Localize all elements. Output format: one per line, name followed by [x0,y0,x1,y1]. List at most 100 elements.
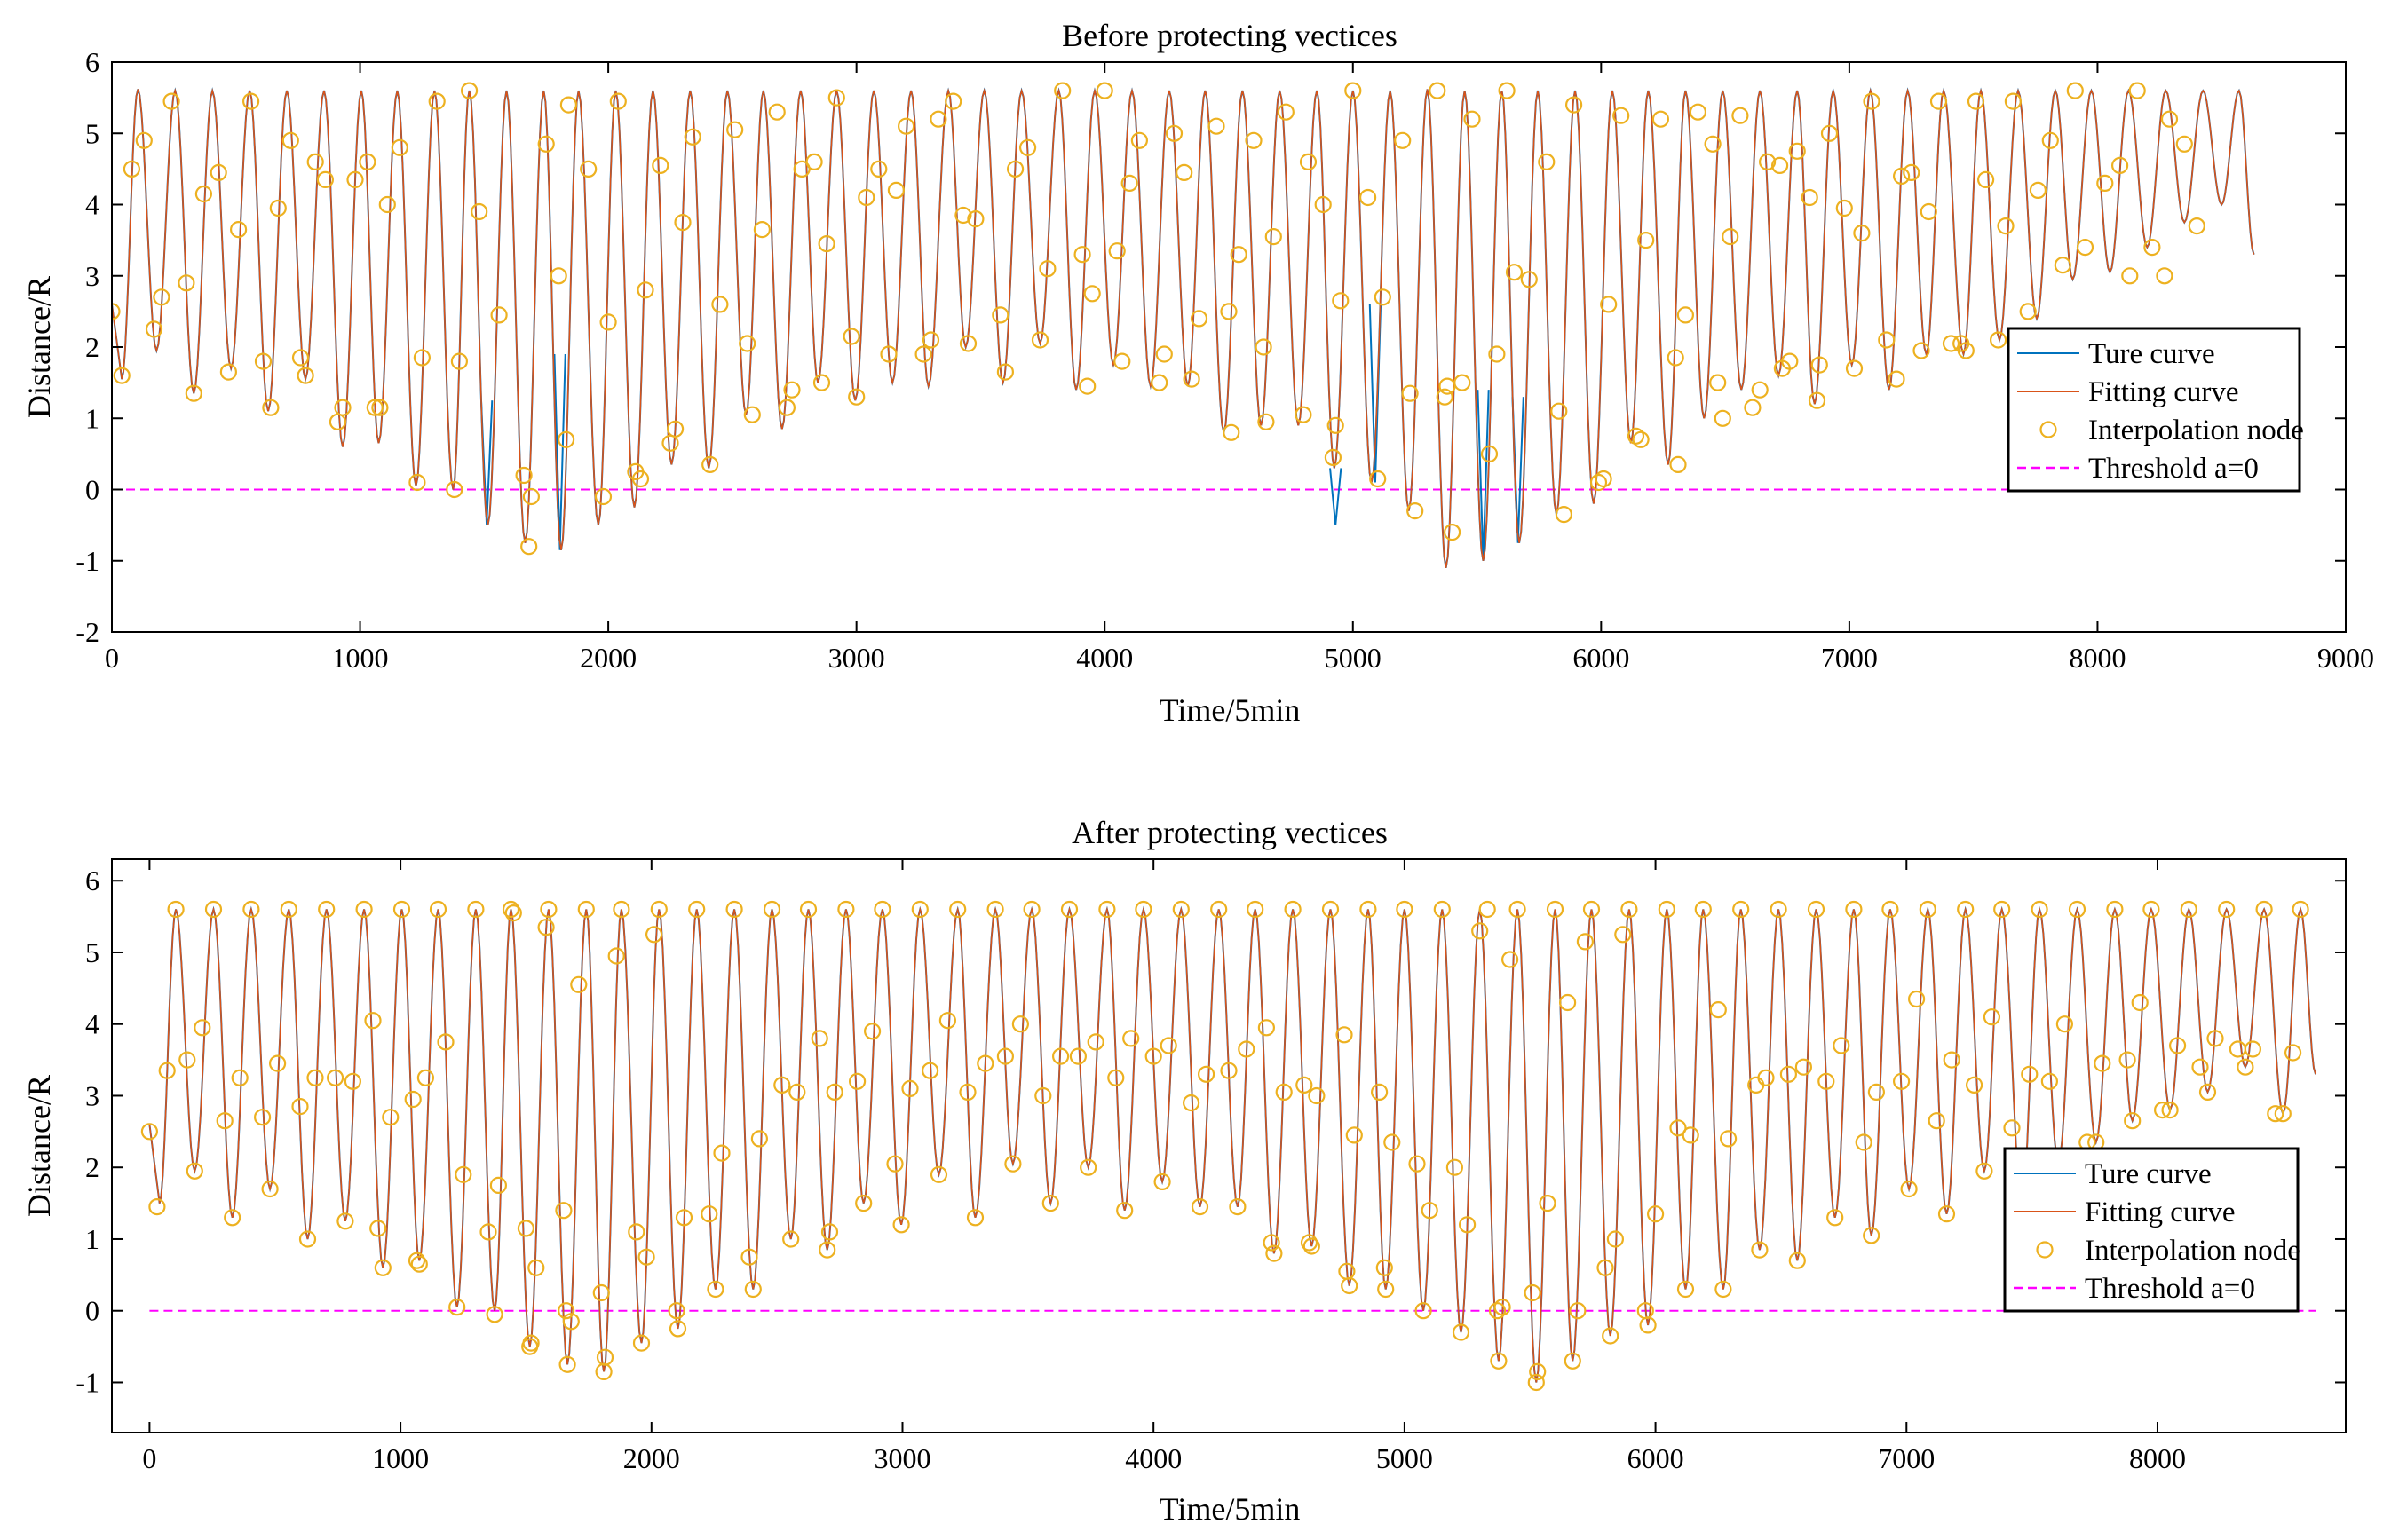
bottom-interpolation-node [242,900,260,919]
top-interpolation-node [684,128,701,146]
bottom-interpolation-node [675,1209,693,1227]
top-interpolation-node [346,170,364,188]
bottom-interpolation-node [1396,900,1413,919]
bottom-interpolation-node [1421,1202,1438,1220]
bottom-interpolation-node [1191,1197,1209,1216]
bottom-interpolation-node [2284,1044,2302,1062]
top-y-tick-label: 6 [85,46,99,78]
bottom-interpolation-node [1676,1280,1695,1299]
bottom-interpolation-node [1614,926,1632,944]
bottom-interpolation-node [178,1051,196,1069]
top-interpolation-node [557,430,575,448]
bottom-interpolation-node [1370,1083,1389,1102]
bottom-interpolation-node [966,1209,985,1227]
top-interpolation-node [1810,356,1828,374]
top-x-tick-label: 0 [105,642,119,674]
bottom-interpolation-node [2003,1119,2021,1137]
bottom-interpolation-node [713,1144,731,1162]
top-interpolation-node [743,406,761,423]
top-true-curve-dip [553,353,566,550]
top-interpolation-node [446,480,463,499]
top-interpolation-node [1176,163,1193,181]
top-interpolation-node [1083,285,1101,303]
bottom-interpolation-node [1011,1015,1030,1033]
top-interpolation-node [1612,107,1630,124]
top-interpolation-node [391,138,408,156]
top-y-tick-label: -1 [75,545,99,577]
top-interpolation-node [1130,131,1149,149]
bottom-interpolation-node [455,1165,472,1183]
top-interpolation-node [858,188,875,207]
top-interpolation-node [631,470,650,488]
top-interpolation-node [1264,228,1282,246]
bottom-interpolation-node [1284,900,1302,919]
bottom-interpolation-node [291,1097,309,1116]
top-interpolation-node [1039,260,1057,278]
top-interpolation-node [930,110,947,128]
bottom-interpolation-node [502,900,520,919]
top-interpolation-node [1453,374,1471,391]
bottom-x-tick-label: 8000 [2129,1442,2186,1474]
top-interpolation-node [1731,107,1749,124]
bottom-interpolation-node [1220,1062,1238,1079]
bottom-interpolation-node [1458,1216,1477,1234]
top-interpolation-node [1429,82,1446,99]
bottom-y-tick-label: 3 [85,1079,99,1111]
bottom-interpolation-node [1229,1197,1247,1216]
top-interpolation-node [1788,142,1806,160]
bottom-interpolation-node [1408,1155,1426,1173]
top-interpolation-node [783,381,801,399]
bottom-interpolation-node [2180,900,2197,919]
bottom-interpolation-node [186,1162,203,1180]
bottom-interpolation-node [1375,1259,1393,1276]
top-interpolation-node [922,331,940,349]
bottom-interpolation-node [977,1054,994,1072]
top-interpolation-node [145,320,163,338]
bottom-interpolation-node [1345,1126,1363,1144]
bottom-interpolation-node [2021,1065,2039,1083]
bottom-interpolation-node [763,900,781,919]
bottom-interpolation-node [921,1062,939,1079]
top-interpolation-node [996,363,1015,381]
top-y-tick-label: 2 [85,331,99,363]
top-interpolation-node [2066,82,2084,99]
top-interpolation-node [2143,239,2161,257]
bottom-interpolation-node [1414,1302,1432,1320]
bottom-interpolation-node [799,900,818,919]
top-interpolation-node [1018,138,1037,156]
bottom-interpolation-node [369,1220,387,1237]
top-interpolation-node [666,420,685,438]
bottom-interpolation-node [1908,990,1926,1008]
bottom-interpolation-node [204,900,223,919]
bottom-legend-label: Threshold a=0 [2085,1273,2255,1305]
top-legend: Ture curve Fitting curve Interpolation nod… [2007,327,2304,493]
bottom-interpolation-node [261,1180,279,1198]
bottom-x-tick-label: 6000 [1627,1442,1684,1474]
bottom-interpolation-node [949,900,967,919]
top-interpolation-node [753,221,772,239]
bottom-interpolation-node [555,1202,573,1220]
top-interpolation-node [1770,156,1789,174]
top-interpolation-node [366,399,384,416]
top-interpolation-node [378,195,396,214]
top-interpolation-node [1808,391,1826,409]
bottom-x-tick-label: 0 [142,1442,156,1474]
bottom-interpolation-node [2198,1083,2217,1102]
bottom-interpolation-node [1694,900,1712,919]
bottom-interpolation-node [669,1320,687,1338]
top-x-tick-label: 5000 [1325,642,1382,674]
top-y-tick-label: -2 [75,616,99,648]
bottom-interpolation-node [2106,900,2124,919]
bottom-interpolation-node [1558,993,1577,1012]
bottom-interpolation-node [374,1259,392,1276]
top-interpolation-node [992,306,1009,324]
bottom-interpolation-node [637,1248,655,1266]
top-interpolation-node [1555,505,1573,524]
bottom-interpolation-node [1490,1352,1508,1370]
top-interpolation-node [1314,195,1332,214]
top-interpolation-node [1751,381,1769,399]
bottom-interpolation-node [2191,1058,2209,1076]
top-interpolation-node [726,121,744,138]
top-interpolation-node [1550,402,1568,420]
